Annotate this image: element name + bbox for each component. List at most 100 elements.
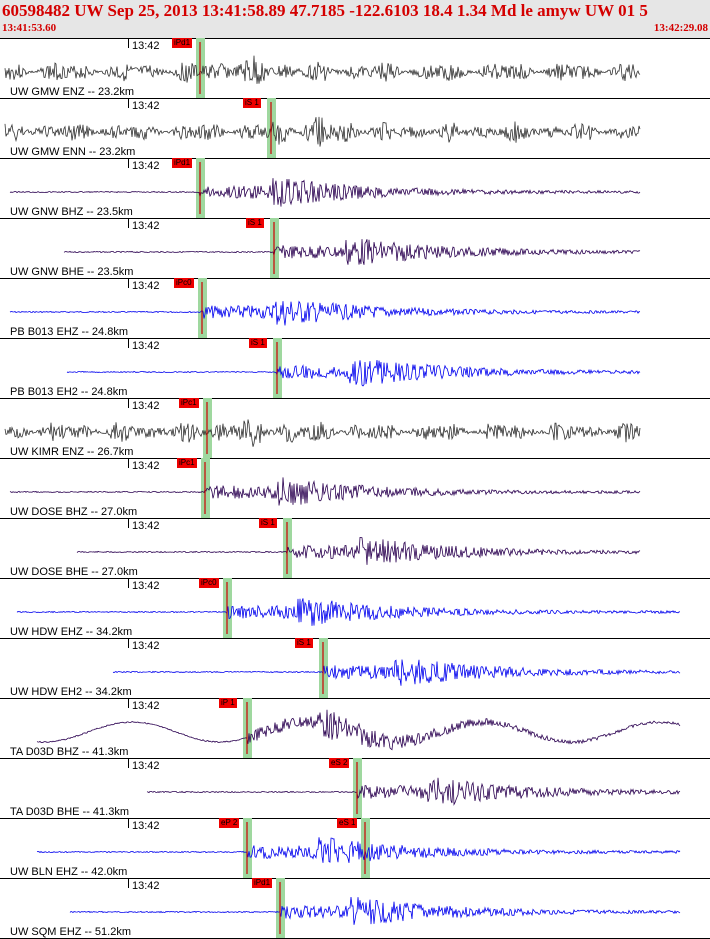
time-tick-label: 13:42 — [132, 640, 160, 652]
station-label: UW DOSE BHZ -- 27.0km — [10, 506, 138, 518]
phase-pick-label[interactable]: iPc0 — [199, 578, 219, 588]
waveform-trace — [16, 598, 681, 626]
waveform-plot — [112, 638, 681, 698]
waveform-trace — [76, 536, 641, 565]
waveform-trace — [66, 359, 641, 387]
waveform-plot — [36, 698, 681, 758]
phase-pick-label[interactable]: iS 1 — [259, 518, 277, 528]
waveform-trace — [9, 477, 641, 506]
time-tick — [128, 38, 129, 48]
waveform-trace — [4, 419, 641, 447]
phase-pick-label[interactable]: iPd1 — [172, 38, 193, 48]
time-tick — [128, 158, 129, 168]
waveform-plot — [76, 518, 641, 578]
phase-pick-label[interactable]: eP 2 — [219, 818, 240, 828]
trace-row[interactable]: 13:42 iS 1 UW HDW EH2 -- 34.2km — [0, 638, 710, 699]
time-tick — [128, 458, 129, 468]
waveform-trace — [4, 55, 641, 84]
time-tick-label: 13:42 — [132, 220, 160, 232]
time-tick-label: 13:42 — [132, 340, 160, 352]
seismogram-panel[interactable]: 13:42 iPd1 UW GMW ENZ -- 23.2km 13:42 iS 1 UW… — [0, 38, 710, 939]
trace-row[interactable]: 13:42 iS 1 UW GMW ENN -- 23.2km — [0, 98, 710, 159]
waveform-plot — [66, 338, 641, 398]
waveform-plot — [9, 278, 641, 338]
time-tick — [128, 818, 129, 828]
phase-pick-label[interactable]: iS 1 — [295, 638, 313, 648]
station-label: UW KIMR ENZ -- 26.7km — [10, 446, 134, 458]
waveform-trace — [63, 239, 641, 265]
station-label: UW GNW BHE -- 23.5km — [10, 266, 134, 278]
phase-pick-label[interactable]: eS 1 — [337, 818, 358, 828]
time-tick-label: 13:42 — [132, 400, 160, 412]
waveform-plot — [4, 98, 641, 158]
phase-pick-label[interactable]: iP 1 — [219, 698, 237, 708]
waveform-trace — [69, 896, 681, 925]
station-label: TA D03D BHE -- 41.3km — [10, 806, 129, 818]
time-tick-label: 13:42 — [132, 820, 160, 832]
phase-pick-label[interactable]: eS 2 — [329, 758, 350, 768]
trace-row[interactable]: 13:42 iP 1 TA D03D BHZ -- 41.3km — [0, 698, 710, 759]
start-time: 13:41:53.60 — [2, 22, 57, 34]
time-tick-label: 13:42 — [132, 280, 160, 292]
trace-row[interactable]: 13:42 iS 1 UW DOSE BHE -- 27.0km — [0, 518, 710, 579]
title-bar: 60598482 UW Sep 25, 2013 13:41:58.89 47.… — [0, 0, 710, 39]
time-tick — [128, 278, 129, 288]
trace-row[interactable]: 13:42 iS 1 UW GNW BHE -- 23.5km — [0, 218, 710, 279]
trace-row[interactable]: 13:42 iPc0 UW HDW EHZ -- 34.2km — [0, 578, 710, 639]
phase-pick-label[interactable]: iPc1 — [177, 458, 197, 468]
waveform-plot — [146, 758, 681, 818]
waveform-trace — [36, 837, 681, 863]
waveform-trace — [146, 777, 681, 806]
waveform-plot — [69, 878, 681, 938]
phase-pick-label[interactable]: iS 1 — [243, 98, 261, 108]
trace-row[interactable]: 13:42 eS 2 TA D03D BHE -- 41.3km — [0, 758, 710, 819]
time-tick — [128, 638, 129, 648]
waveform-plot — [63, 218, 641, 278]
station-label: UW HDW EHZ -- 34.2km — [10, 626, 133, 638]
time-tick — [128, 98, 129, 108]
station-label: UW BLN EHZ -- 42.0km — [10, 866, 128, 878]
waveform-trace — [112, 659, 681, 686]
phase-pick-label[interactable]: iS 1 — [249, 338, 267, 348]
phase-pick-label[interactable]: iPc1 — [179, 398, 199, 408]
station-label: UW GMW ENN -- 23.2km — [10, 146, 136, 158]
time-tick-label: 13:42 — [132, 520, 160, 532]
station-label: UW DOSE BHE -- 27.0km — [10, 566, 138, 578]
time-tick — [128, 878, 129, 888]
time-tick-label: 13:42 — [132, 460, 160, 472]
time-tick — [128, 578, 129, 588]
time-tick — [128, 758, 129, 768]
time-tick-label: 13:42 — [132, 160, 160, 172]
station-label: TA D03D BHZ -- 41.3km — [10, 746, 129, 758]
time-tick-label: 13:42 — [132, 880, 160, 892]
trace-row[interactable]: 13:42 eP 2 eS 1 UW BLN EHZ -- 42.0km — [0, 818, 710, 879]
station-label: PB B013 EH2 -- 24.8km — [10, 386, 128, 398]
trace-row[interactable]: 13:42 iPd1 UW SQM EHZ -- 51.2km — [0, 878, 710, 939]
waveform-trace — [4, 116, 641, 147]
phase-pick-label[interactable]: iPc0 — [174, 278, 194, 288]
station-label: UW SQM EHZ -- 51.2km — [10, 926, 132, 938]
trace-row[interactable]: 13:42 iPc0 PB B013 EHZ -- 24.8km — [0, 278, 710, 339]
waveform-plot — [9, 158, 641, 218]
time-tick — [128, 338, 129, 348]
trace-row[interactable]: 13:42 iPc1 UW DOSE BHZ -- 27.0km — [0, 458, 710, 519]
trace-row[interactable]: 13:42 iPd1 UW GMW ENZ -- 23.2km — [0, 38, 710, 99]
waveform-plot — [9, 458, 641, 518]
station-label: UW GMW ENZ -- 23.2km — [10, 86, 135, 98]
station-label: UW HDW EH2 -- 34.2km — [10, 686, 132, 698]
waveform-trace — [36, 709, 681, 751]
trace-row[interactable]: 13:42 iPc1 UW KIMR ENZ -- 26.7km — [0, 398, 710, 459]
phase-pick-label[interactable]: iS 1 — [246, 218, 264, 228]
trace-row[interactable]: 13:42 iPd1 UW GNW BHZ -- 23.5km — [0, 158, 710, 219]
waveform-plot — [36, 818, 681, 878]
station-label: UW GNW BHZ -- 23.5km — [10, 206, 133, 218]
trace-row[interactable]: 13:42 iS 1 PB B013 EH2 -- 24.8km — [0, 338, 710, 399]
waveform-plot — [4, 38, 641, 98]
phase-pick-label[interactable]: iPd1 — [252, 878, 273, 888]
time-tick-label: 13:42 — [132, 40, 160, 52]
phase-pick-label[interactable]: iPd1 — [172, 158, 193, 168]
end-time: 13:42:29.08 — [653, 22, 708, 34]
time-tick-label: 13:42 — [132, 760, 160, 772]
time-tick — [128, 698, 129, 708]
time-tick-label: 13:42 — [132, 700, 160, 712]
